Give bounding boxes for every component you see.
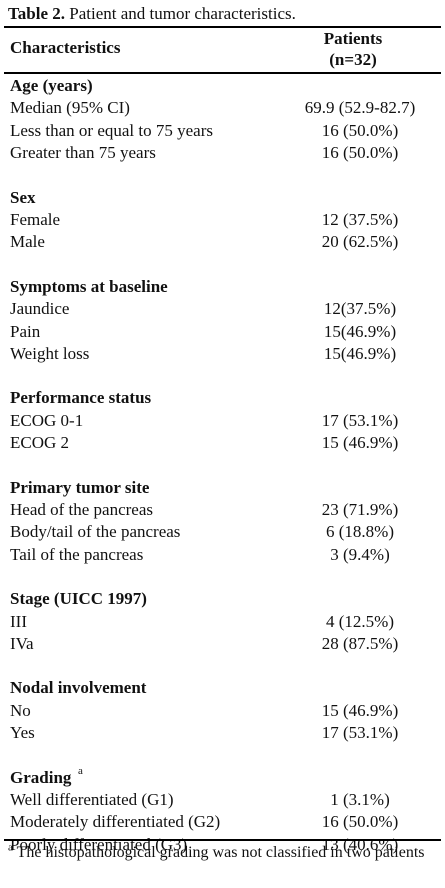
section-header-row: Grading a [10, 764, 83, 787]
table-row: Median (95% CI) 69.9 (52.9-82.7) [0, 97, 445, 119]
row-value: 15 (46.9%) [321, 700, 399, 720]
row-label: ECOG 2 [10, 433, 70, 453]
section-label: Age (years) [10, 76, 93, 95]
row-value: 16 (50.0%) [321, 812, 399, 832]
table-row: Female 12 (37.5%) [0, 209, 445, 231]
section-header-row: Primary tumor site [0, 477, 445, 499]
table-row: ECOG 0-1 17 (53.1%) [0, 410, 445, 432]
table-row: III 4 (12.5%) [0, 611, 445, 633]
row-label: ECOG 0-1 [10, 410, 84, 430]
row-label: Male [10, 232, 45, 252]
section-label: Nodal involvement [10, 678, 147, 698]
header-patients: Patients (n=32) [278, 28, 428, 70]
section-header-row: Sex [0, 187, 445, 209]
row-label: Yes [10, 723, 35, 743]
row-value: 1 (3.1%) [330, 790, 390, 809]
section-label: Primary tumor site [10, 477, 150, 497]
table-row: Yes 17 (53.1%) [0, 722, 445, 744]
section-header-row: Nodal involvement [0, 677, 445, 699]
section-label: Sex [10, 187, 36, 207]
row-label: Weight loss [10, 344, 90, 363]
header-patients-label: Patients [323, 29, 383, 48]
table-row: Male 20 (62.5%) [0, 231, 445, 253]
caption-text: Patient and tumor characteristics. [65, 4, 296, 23]
table-row: Moderately differentiated (G2) 16 (50.0%) [0, 811, 445, 833]
header-characteristics: Characteristics [10, 38, 121, 57]
row-value: 15 (46.9%) [321, 433, 399, 453]
row-value: 6 (18.8%) [326, 522, 394, 542]
row-label: Female [10, 210, 61, 229]
table-row: ECOG 2 15 (46.9%) [0, 432, 445, 454]
section-label: Stage (UICC 1997) [10, 589, 147, 609]
table-caption: Table 2. Patient and tumor characteristi… [8, 4, 296, 24]
section-header-row: Performance status [0, 387, 445, 409]
table-row: IVa 28 (87.5%) [0, 633, 445, 655]
row-value: 69.9 (52.9-82.7) [304, 98, 416, 118]
section-header-row: Age (years) [0, 75, 445, 97]
row-value: 20 (62.5%) [321, 232, 399, 252]
row-value: 17 (53.1%) [321, 723, 399, 743]
row-value: 3 (9.4%) [330, 544, 390, 564]
row-label: IVa [10, 634, 34, 653]
table-row: Body/tail of the pancreas 6 (18.8%) [0, 521, 445, 543]
bottom-rule [4, 839, 441, 841]
row-value: 16 (50.0%) [321, 143, 399, 163]
row-value: 15(46.9%) [323, 321, 397, 341]
row-label: Jaundice [10, 299, 70, 319]
row-label: Greater than 75 years [10, 143, 156, 163]
footnote-text: The histopathological grading was not cl… [12, 844, 425, 861]
row-label: Body/tail of the pancreas [10, 522, 181, 542]
row-value: 16 (50.0%) [321, 120, 399, 140]
row-label: Head of the pancreas [10, 500, 154, 519]
row-label: Well differentiated (G1) [10, 790, 174, 809]
row-label: III [10, 611, 27, 631]
table-row: Well differentiated (G1) 1 (3.1%) [0, 789, 445, 811]
row-label: Pain [10, 321, 41, 341]
table-row: Jaundice 12(37.5%) [0, 298, 445, 320]
row-label: No [10, 700, 31, 720]
header-patients-n: (n=32) [329, 50, 377, 69]
row-label: Tail of the pancreas [10, 544, 144, 564]
section-header-row: Stage (UICC 1997) [0, 588, 445, 610]
row-value: 4 (12.5%) [326, 611, 394, 631]
caption-label: Table 2. [8, 4, 66, 23]
table-row: Weight loss 15(46.9%) [0, 343, 445, 365]
table-row: Greater than 75 years 16 (50.0%) [0, 142, 445, 164]
row-value: 17 (53.1%) [321, 410, 399, 430]
row-value: 12 (37.5%) [321, 210, 399, 229]
row-label: Less than or equal to 75 years [10, 120, 213, 140]
section-label: Symptoms at baseline [10, 276, 168, 296]
row-value: 23 (71.9%) [321, 500, 399, 519]
row-value: 15(46.9%) [323, 344, 397, 363]
row-label: Moderately differentiated (G2) [10, 812, 221, 832]
footnote-mark: a [8, 841, 13, 854]
row-label: Median (95% CI) [10, 98, 130, 118]
table-row: Head of the pancreas 23 (71.9%) [0, 499, 445, 521]
top-rule [4, 26, 441, 28]
row-value: 28 (87.5%) [321, 634, 399, 653]
table-footnote: a The histopathological grading was not … [8, 842, 438, 864]
section-header-row: Symptoms at baseline [0, 276, 445, 298]
row-value: 12(37.5%) [323, 299, 397, 319]
table-row: Tail of the pancreas 3 (9.4%) [0, 544, 445, 566]
header-rule [4, 72, 441, 74]
section-label: Performance status [10, 388, 152, 408]
table-row: No 15 (46.9%) [0, 700, 445, 722]
table-row: Pain 15(46.9%) [0, 321, 445, 343]
section-label: Grading [10, 767, 72, 787]
table-row: Less than or equal to 75 years 16 (50.0%) [0, 120, 445, 142]
